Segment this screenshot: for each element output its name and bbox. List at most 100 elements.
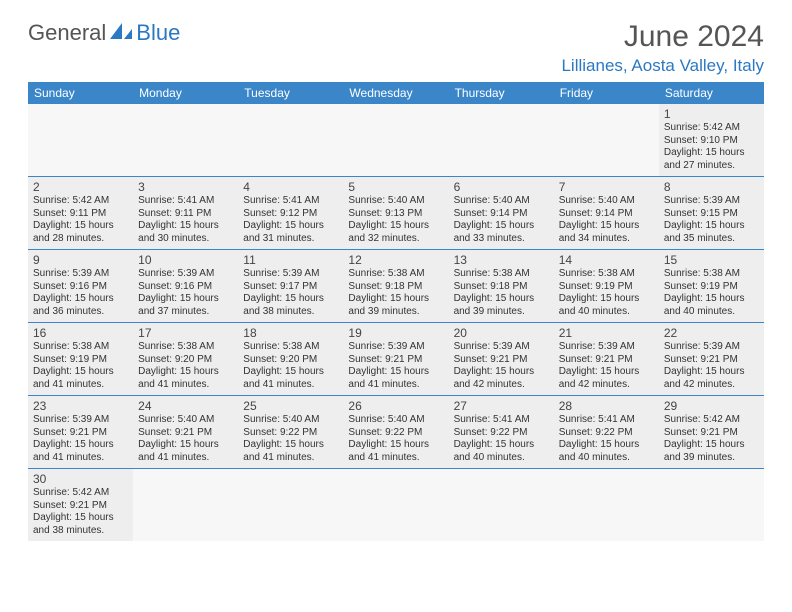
day-cell: 10Sunrise: 5:39 AMSunset: 9:16 PMDayligh… bbox=[133, 250, 238, 322]
day-number: 20 bbox=[454, 326, 549, 340]
day-cell: 20Sunrise: 5:39 AMSunset: 9:21 PMDayligh… bbox=[449, 323, 554, 395]
day-cell: 2Sunrise: 5:42 AMSunset: 9:11 PMDaylight… bbox=[28, 177, 133, 249]
day-info: Sunrise: 5:38 AMSunset: 9:19 PMDaylight:… bbox=[33, 341, 128, 391]
day-number: 1 bbox=[664, 107, 759, 121]
day-info: Sunrise: 5:39 AMSunset: 9:21 PMDaylight:… bbox=[559, 341, 654, 391]
day-info: Sunrise: 5:38 AMSunset: 9:19 PMDaylight:… bbox=[664, 268, 759, 318]
day-number: 18 bbox=[243, 326, 338, 340]
day-number: 30 bbox=[33, 472, 128, 486]
weekday-header: Monday bbox=[133, 82, 238, 104]
day-info: Sunrise: 5:38 AMSunset: 9:19 PMDaylight:… bbox=[559, 268, 654, 318]
day-cell: 28Sunrise: 5:41 AMSunset: 9:22 PMDayligh… bbox=[554, 396, 659, 468]
day-number: 13 bbox=[454, 253, 549, 267]
day-cell: 16Sunrise: 5:38 AMSunset: 9:19 PMDayligh… bbox=[28, 323, 133, 395]
day-cell: 29Sunrise: 5:42 AMSunset: 9:21 PMDayligh… bbox=[659, 396, 764, 468]
day-info: Sunrise: 5:42 AMSunset: 9:10 PMDaylight:… bbox=[664, 122, 759, 172]
day-cell: 15Sunrise: 5:38 AMSunset: 9:19 PMDayligh… bbox=[659, 250, 764, 322]
day-cell: 23Sunrise: 5:39 AMSunset: 9:21 PMDayligh… bbox=[28, 396, 133, 468]
day-info: Sunrise: 5:40 AMSunset: 9:22 PMDaylight:… bbox=[243, 414, 338, 464]
day-info: Sunrise: 5:40 AMSunset: 9:14 PMDaylight:… bbox=[559, 195, 654, 245]
day-info: Sunrise: 5:40 AMSunset: 9:22 PMDaylight:… bbox=[348, 414, 443, 464]
day-cell: 3Sunrise: 5:41 AMSunset: 9:11 PMDaylight… bbox=[133, 177, 238, 249]
week-row: 30Sunrise: 5:42 AMSunset: 9:21 PMDayligh… bbox=[28, 469, 764, 541]
day-info: Sunrise: 5:39 AMSunset: 9:17 PMDaylight:… bbox=[243, 268, 338, 318]
weekday-header: Wednesday bbox=[343, 82, 448, 104]
location-text: Lillianes, Aosta Valley, Italy bbox=[561, 56, 764, 76]
day-cell-empty bbox=[133, 469, 238, 541]
day-cell: 25Sunrise: 5:40 AMSunset: 9:22 PMDayligh… bbox=[238, 396, 343, 468]
day-cell: 17Sunrise: 5:38 AMSunset: 9:20 PMDayligh… bbox=[133, 323, 238, 395]
day-number: 9 bbox=[33, 253, 128, 267]
day-number: 29 bbox=[664, 399, 759, 413]
day-number: 25 bbox=[243, 399, 338, 413]
day-info: Sunrise: 5:38 AMSunset: 9:20 PMDaylight:… bbox=[243, 341, 338, 391]
day-number: 23 bbox=[33, 399, 128, 413]
day-cell: 27Sunrise: 5:41 AMSunset: 9:22 PMDayligh… bbox=[449, 396, 554, 468]
day-number: 15 bbox=[664, 253, 759, 267]
day-cell: 7Sunrise: 5:40 AMSunset: 9:14 PMDaylight… bbox=[554, 177, 659, 249]
day-info: Sunrise: 5:40 AMSunset: 9:13 PMDaylight:… bbox=[348, 195, 443, 245]
day-cell-empty bbox=[343, 469, 448, 541]
day-info: Sunrise: 5:41 AMSunset: 9:22 PMDaylight:… bbox=[454, 414, 549, 464]
week-row: 2Sunrise: 5:42 AMSunset: 9:11 PMDaylight… bbox=[28, 177, 764, 250]
day-number: 21 bbox=[559, 326, 654, 340]
day-cell: 5Sunrise: 5:40 AMSunset: 9:13 PMDaylight… bbox=[343, 177, 448, 249]
day-cell: 4Sunrise: 5:41 AMSunset: 9:12 PMDaylight… bbox=[238, 177, 343, 249]
day-cell-empty bbox=[659, 469, 764, 541]
day-cell: 22Sunrise: 5:39 AMSunset: 9:21 PMDayligh… bbox=[659, 323, 764, 395]
day-cell-empty bbox=[133, 104, 238, 176]
day-info: Sunrise: 5:39 AMSunset: 9:21 PMDaylight:… bbox=[348, 341, 443, 391]
day-info: Sunrise: 5:41 AMSunset: 9:12 PMDaylight:… bbox=[243, 195, 338, 245]
week-row: 1Sunrise: 5:42 AMSunset: 9:10 PMDaylight… bbox=[28, 104, 764, 177]
day-number: 17 bbox=[138, 326, 233, 340]
title-area: June 2024 Lillianes, Aosta Valley, Italy bbox=[561, 20, 764, 76]
day-info: Sunrise: 5:40 AMSunset: 9:21 PMDaylight:… bbox=[138, 414, 233, 464]
day-number: 8 bbox=[664, 180, 759, 194]
day-number: 26 bbox=[348, 399, 443, 413]
day-cell-empty bbox=[28, 104, 133, 176]
day-cell-empty bbox=[238, 104, 343, 176]
week-row: 23Sunrise: 5:39 AMSunset: 9:21 PMDayligh… bbox=[28, 396, 764, 469]
month-year-title: June 2024 bbox=[561, 20, 764, 54]
day-number: 24 bbox=[138, 399, 233, 413]
day-cell: 1Sunrise: 5:42 AMSunset: 9:10 PMDaylight… bbox=[659, 104, 764, 176]
logo-text-general: General bbox=[28, 20, 106, 46]
day-number: 12 bbox=[348, 253, 443, 267]
day-cell: 11Sunrise: 5:39 AMSunset: 9:17 PMDayligh… bbox=[238, 250, 343, 322]
day-cell: 21Sunrise: 5:39 AMSunset: 9:21 PMDayligh… bbox=[554, 323, 659, 395]
weekday-header-row: SundayMondayTuesdayWednesdayThursdayFrid… bbox=[28, 82, 764, 104]
day-info: Sunrise: 5:38 AMSunset: 9:20 PMDaylight:… bbox=[138, 341, 233, 391]
day-info: Sunrise: 5:38 AMSunset: 9:18 PMDaylight:… bbox=[348, 268, 443, 318]
day-info: Sunrise: 5:39 AMSunset: 9:15 PMDaylight:… bbox=[664, 195, 759, 245]
day-info: Sunrise: 5:39 AMSunset: 9:21 PMDaylight:… bbox=[33, 414, 128, 464]
day-info: Sunrise: 5:39 AMSunset: 9:21 PMDaylight:… bbox=[664, 341, 759, 391]
day-cell-empty bbox=[238, 469, 343, 541]
day-info: Sunrise: 5:38 AMSunset: 9:18 PMDaylight:… bbox=[454, 268, 549, 318]
weekday-header: Saturday bbox=[659, 82, 764, 104]
weekday-header: Tuesday bbox=[238, 82, 343, 104]
day-number: 3 bbox=[138, 180, 233, 194]
day-info: Sunrise: 5:39 AMSunset: 9:21 PMDaylight:… bbox=[454, 341, 549, 391]
day-info: Sunrise: 5:42 AMSunset: 9:21 PMDaylight:… bbox=[33, 487, 128, 537]
day-cell: 14Sunrise: 5:38 AMSunset: 9:19 PMDayligh… bbox=[554, 250, 659, 322]
day-cell: 30Sunrise: 5:42 AMSunset: 9:21 PMDayligh… bbox=[28, 469, 133, 541]
day-number: 2 bbox=[33, 180, 128, 194]
week-row: 9Sunrise: 5:39 AMSunset: 9:16 PMDaylight… bbox=[28, 250, 764, 323]
weekday-header: Friday bbox=[554, 82, 659, 104]
day-number: 14 bbox=[559, 253, 654, 267]
day-info: Sunrise: 5:42 AMSunset: 9:11 PMDaylight:… bbox=[33, 195, 128, 245]
day-cell: 26Sunrise: 5:40 AMSunset: 9:22 PMDayligh… bbox=[343, 396, 448, 468]
day-info: Sunrise: 5:39 AMSunset: 9:16 PMDaylight:… bbox=[33, 268, 128, 318]
day-number: 10 bbox=[138, 253, 233, 267]
logo-text-blue: Blue bbox=[136, 20, 180, 46]
day-number: 22 bbox=[664, 326, 759, 340]
day-cell: 13Sunrise: 5:38 AMSunset: 9:18 PMDayligh… bbox=[449, 250, 554, 322]
day-number: 4 bbox=[243, 180, 338, 194]
logo-sail-icon bbox=[108, 21, 134, 46]
day-cell: 12Sunrise: 5:38 AMSunset: 9:18 PMDayligh… bbox=[343, 250, 448, 322]
day-number: 6 bbox=[454, 180, 549, 194]
day-cell-empty bbox=[449, 469, 554, 541]
day-number: 19 bbox=[348, 326, 443, 340]
day-info: Sunrise: 5:41 AMSunset: 9:11 PMDaylight:… bbox=[138, 195, 233, 245]
day-cell: 18Sunrise: 5:38 AMSunset: 9:20 PMDayligh… bbox=[238, 323, 343, 395]
